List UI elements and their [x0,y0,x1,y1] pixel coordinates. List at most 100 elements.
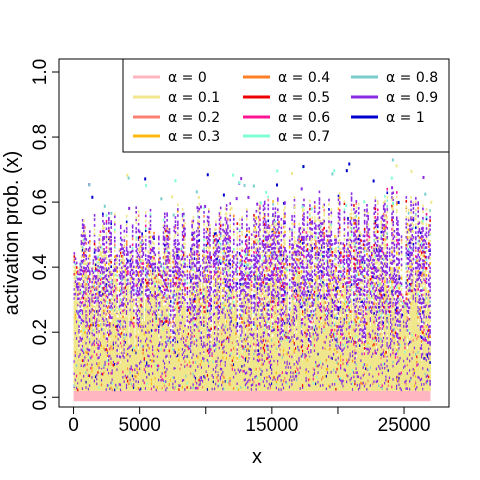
data-point [250,374,253,377]
data-point [249,332,252,336]
data-point [84,269,86,273]
data-point [162,272,165,276]
data-point [241,226,243,230]
data-point [106,312,109,315]
data-point [254,335,256,338]
data-point [97,366,99,369]
data-point [150,309,153,313]
data-point [129,335,132,338]
data-point [248,321,251,324]
data-point [91,288,93,292]
data-point [104,299,107,303]
data-point [212,283,215,286]
data-point [202,345,204,349]
data-point [254,371,256,374]
data-point [198,210,201,213]
data-point [180,273,183,277]
data-point [261,380,264,384]
data-point [113,230,116,234]
data-point [103,293,105,296]
data-point [137,322,140,325]
data-point [229,288,231,292]
data-point [255,216,258,219]
data-point [178,257,180,260]
data-point [243,321,246,325]
data-point [209,293,211,297]
data-point [211,384,214,387]
data-point [81,353,84,356]
data-point [188,324,191,327]
data-point [167,255,170,258]
data-point [105,327,108,330]
data-point [100,277,103,280]
data-point [122,312,124,315]
data-point [247,242,249,245]
data-point [104,383,107,387]
data-point [148,352,151,356]
data-point [261,382,264,386]
data-point [98,345,101,348]
data-point [125,240,128,243]
data-point [127,285,129,288]
data-point [225,320,228,323]
data-point [203,348,205,352]
data-point [138,247,141,250]
data-point [169,315,172,319]
data-point [152,259,154,263]
data-point [83,301,85,305]
data-point [148,278,151,282]
data-point [152,310,154,313]
data-point [154,361,157,364]
data-point [100,372,103,376]
data-point [118,363,121,366]
data-point [229,284,231,287]
data-point [241,340,243,343]
data-point [75,317,78,320]
data-point [229,305,231,309]
data-point [84,318,86,321]
data-point [259,323,261,327]
data-point [121,288,123,291]
data-point [121,349,123,353]
data-point [229,372,231,375]
data-point [255,388,258,391]
data-point [238,370,241,374]
data-point [97,332,99,336]
data-point [84,331,86,334]
data-point [217,288,220,292]
data-point [130,268,133,272]
data-point [91,313,93,317]
data-point [166,238,168,241]
data-point [181,243,184,247]
data-point [222,328,224,332]
data-point [144,379,147,383]
data-point [222,320,224,324]
data-point [219,206,222,210]
data-point [117,346,120,350]
data-point [202,262,204,265]
data-point [257,385,260,389]
data-point [150,263,153,267]
data-point [78,340,80,343]
data-point [207,345,210,348]
data-point [198,272,201,276]
data-point [119,363,122,367]
data-point [260,282,262,285]
data-point [205,309,208,313]
data-point [257,225,260,229]
data-point [83,285,85,289]
data-point [240,386,242,389]
data-point [163,384,166,388]
data-point [110,345,113,348]
data-point [74,297,77,300]
data-point [73,372,76,376]
data-point [106,351,109,354]
data-point [93,214,96,217]
data-point [98,301,101,305]
data-point [210,383,212,386]
data-point [163,244,166,247]
data-point [222,247,224,251]
data-point [254,255,256,259]
data-point [204,289,207,293]
data-point [87,314,90,317]
